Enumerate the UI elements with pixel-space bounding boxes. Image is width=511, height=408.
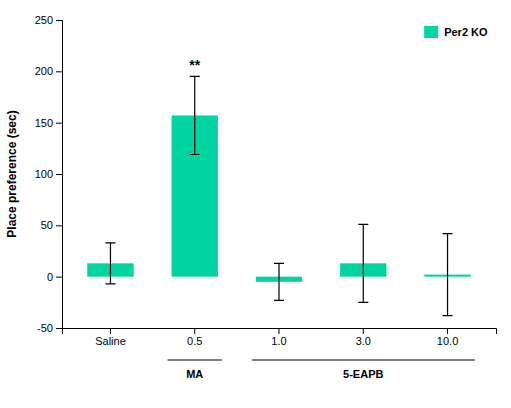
x-tick-mark xyxy=(363,328,364,334)
x-tick: 10.0 xyxy=(437,328,458,347)
x-tick: Saline xyxy=(95,328,126,347)
x-axis: Saline 0.5 1.0 3.0 10.0 xyxy=(63,328,497,347)
error-bar xyxy=(443,234,453,316)
y-tick-label: 0 xyxy=(47,271,53,283)
group-bracket xyxy=(252,359,475,360)
y-axis-title: Place preference (sec) xyxy=(5,110,19,237)
y-axis-line xyxy=(56,21,63,329)
legend-label: Per2 KO xyxy=(444,26,488,38)
y-tick: 0 xyxy=(47,271,62,283)
x-tick-label: 0.5 xyxy=(187,335,202,347)
x-tick-label: Saline xyxy=(95,335,126,347)
y-axis: -50 0 50 100 150 200 250 xyxy=(35,14,63,334)
legend: Per2 KO xyxy=(424,26,488,38)
y-tick: 100 xyxy=(35,168,62,180)
y-tick-label: 50 xyxy=(41,219,53,231)
y-tick-mark xyxy=(56,123,62,124)
y-tick: 200 xyxy=(35,65,62,77)
chart: -50 0 50 100 150 200 250 Saline 0.5 1.0 3.0 10.0 ** M… xyxy=(0,0,511,408)
y-tick-mark xyxy=(56,277,62,278)
error-bars xyxy=(105,76,452,315)
group-label: MA xyxy=(186,368,203,380)
x-tick-mark xyxy=(110,328,111,334)
x-tick: 1.0 xyxy=(271,328,286,347)
y-tick-label: 200 xyxy=(35,65,53,77)
y-tick-mark xyxy=(56,20,62,21)
error-bar xyxy=(274,263,284,300)
x-tick: 3.0 xyxy=(356,328,371,347)
y-tick: 250 xyxy=(35,14,62,26)
plot: -50 0 50 100 150 200 250 Saline 0.5 1.0 3.0 10.0 ** M… xyxy=(35,14,497,380)
bars xyxy=(87,115,470,281)
x-axis-line xyxy=(63,329,497,335)
error-bar xyxy=(358,224,368,302)
group-bracket xyxy=(168,359,222,360)
x-tick-label: 1.0 xyxy=(271,335,286,347)
y-tick: 150 xyxy=(35,117,62,129)
y-tick-label: -50 xyxy=(37,322,53,334)
y-tick-label: 100 xyxy=(35,168,53,180)
y-tick-label: 250 xyxy=(35,14,53,26)
x-tick-mark xyxy=(194,328,195,334)
y-tick-mark xyxy=(56,328,62,329)
legend-item: Per2 KO xyxy=(424,26,488,38)
x-tick-label: 3.0 xyxy=(356,335,371,347)
error-bar xyxy=(105,243,115,284)
y-tick-mark xyxy=(56,71,62,72)
annotations: ** MA 5-EAPB xyxy=(168,57,475,380)
y-tick-label: 150 xyxy=(35,117,53,129)
x-tick: 0.5 xyxy=(187,328,202,347)
marks xyxy=(87,76,470,315)
y-tick-mark xyxy=(56,174,62,175)
x-tick-mark xyxy=(279,328,280,334)
y-tick: 50 xyxy=(41,219,62,231)
y-tick-mark xyxy=(56,225,62,226)
group-label: 5-EAPB xyxy=(343,368,383,380)
error-bar xyxy=(190,76,200,154)
x-tick-mark xyxy=(447,328,448,334)
legend-swatch xyxy=(424,26,438,38)
significance-label: ** xyxy=(189,57,200,73)
x-tick-label: 10.0 xyxy=(437,335,458,347)
y-tick: -50 xyxy=(37,322,62,334)
